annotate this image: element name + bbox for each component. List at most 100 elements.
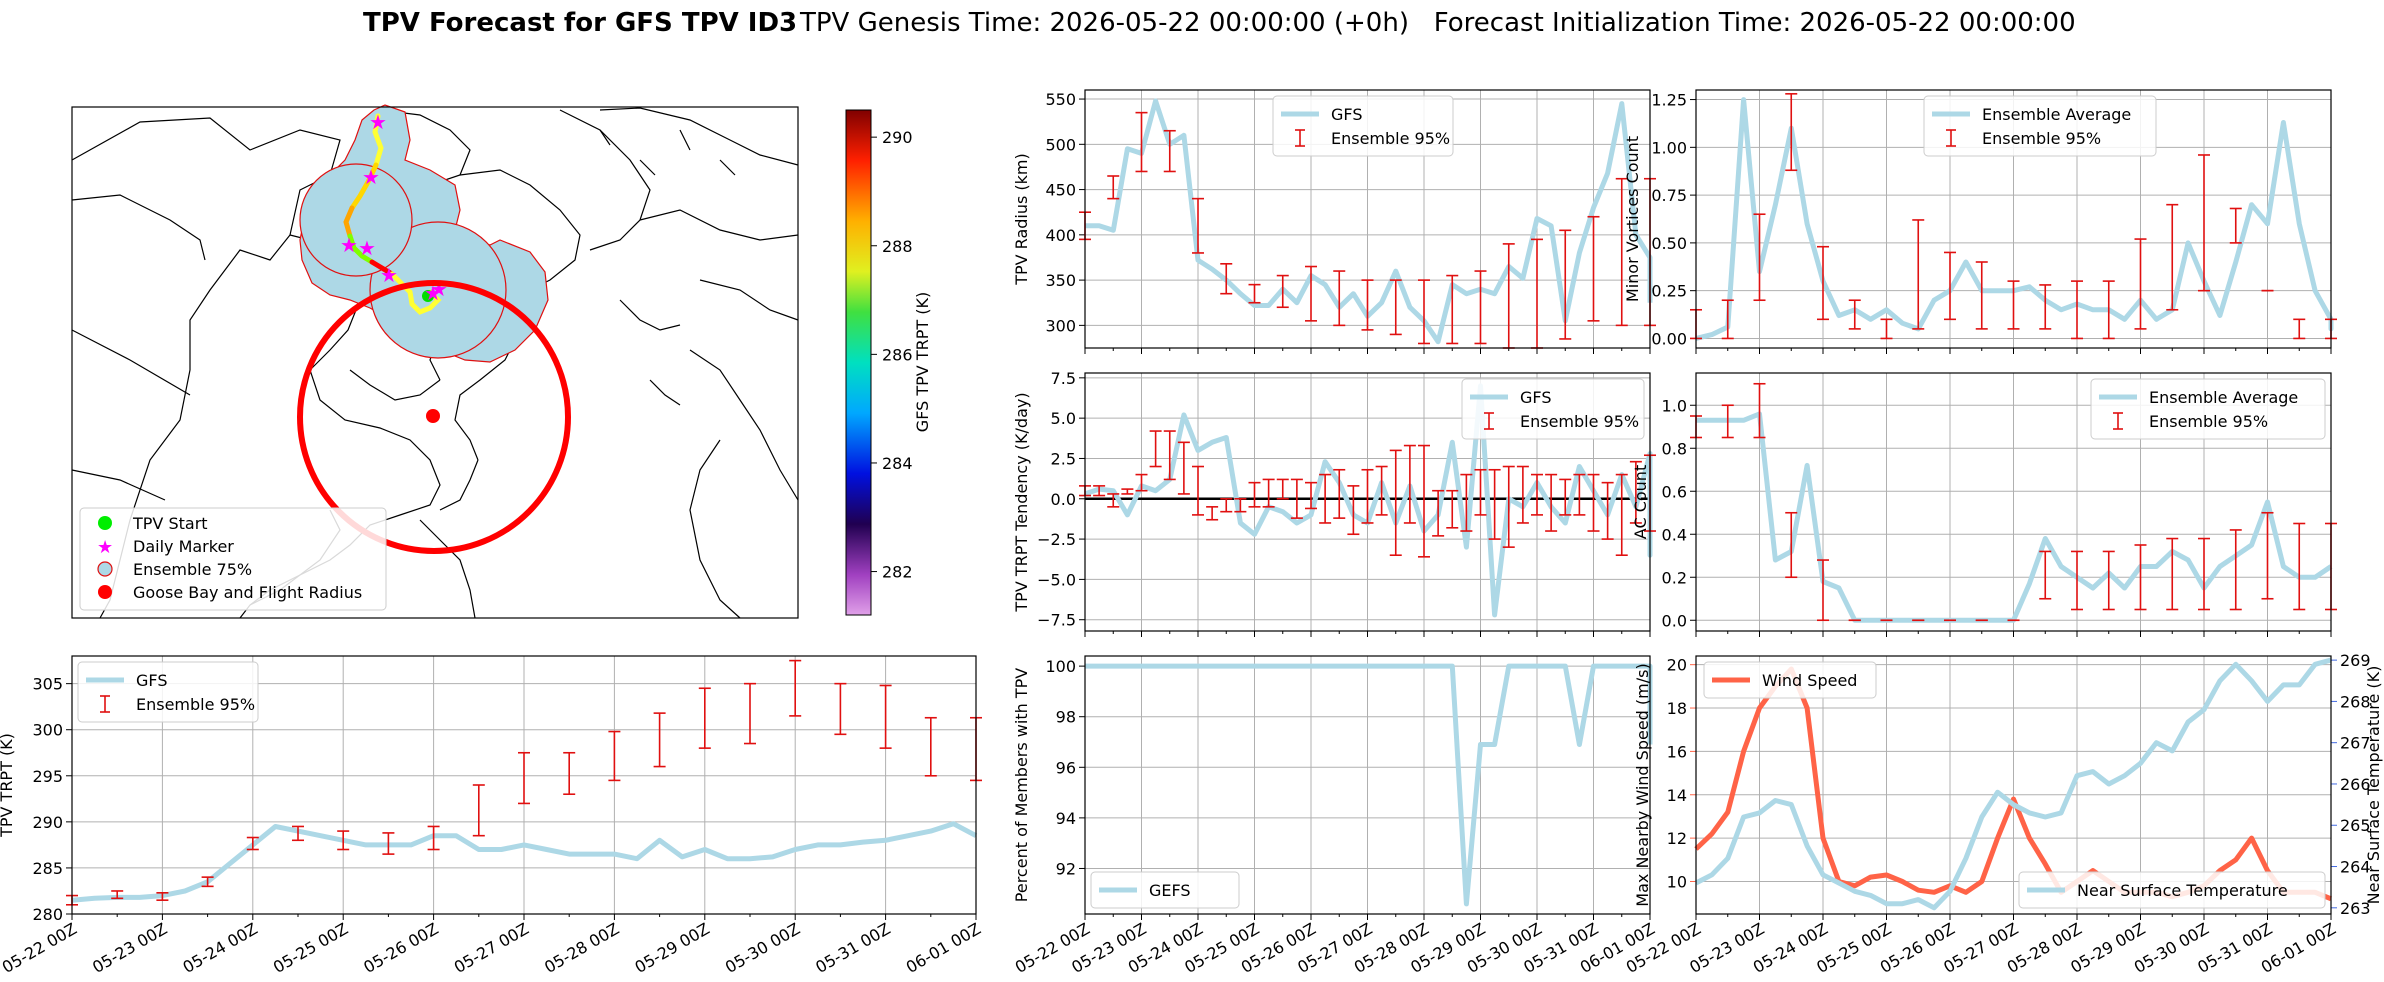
errorbar: [1361, 279, 1374, 331]
legend-label: GFS: [136, 671, 167, 690]
errorbar: [1944, 251, 1956, 321]
y-tick-label: 290: [32, 813, 63, 832]
y-right-tick-label: 265: [2340, 816, 2371, 835]
errorbar: [382, 832, 395, 855]
flight-radius-circle: [297, 280, 571, 554]
errorbar: [1753, 382, 1766, 439]
y-tick-label: 550: [1045, 90, 1076, 109]
y-tick-label: 2.5: [1051, 449, 1076, 468]
errorbar: [518, 751, 530, 805]
y-axis-label: Minor Vortices Count: [1623, 136, 1642, 302]
y-tick-label: 1.0: [1662, 396, 1687, 415]
figure-title-rest: TPV Genesis Time: 2026-05-22 00:00:00 (+…: [799, 8, 2076, 38]
errorbar: [1220, 497, 1233, 513]
errorbar: [1248, 481, 1261, 508]
errorbar: [2039, 550, 2052, 600]
errorbar: [1817, 559, 1829, 622]
errorbar: [2198, 154, 2210, 292]
y-axis-label: TPV Radius (km): [1012, 153, 1031, 286]
y-tick-label: 450: [1045, 181, 1076, 200]
chart-radius: 300 350 400 450 500 550 TPV Radius (km) GFS Ense…: [1012, 89, 1656, 354]
legend: GFS Ensemble 95%: [1272, 95, 1454, 157]
y-tick-label: 0.8: [1662, 439, 1687, 458]
errorbar: [834, 682, 847, 736]
errorbar: [111, 890, 124, 900]
colorbar-label: GFS TPV TRPT (K): [913, 292, 932, 432]
errorbar: [2102, 280, 2115, 340]
errorbar: [2293, 318, 2306, 340]
errorbar: [1389, 279, 1402, 336]
errorbar: [1305, 265, 1317, 322]
errorbar: [698, 687, 711, 749]
errorbar: [1418, 444, 1430, 558]
errorbar: [1460, 473, 1473, 532]
errorbar: [2134, 544, 2147, 611]
y-tick-label: 96: [1056, 758, 1076, 777]
errorbar: [1721, 299, 1734, 340]
y-axis-label: Percent of Members with TPV: [1012, 668, 1031, 902]
errorbar: [2007, 280, 2020, 330]
errorbar: [1531, 473, 1543, 516]
errorbar: [1319, 473, 1332, 524]
y-tick-label: 300: [32, 721, 63, 740]
errorbar: [2166, 537, 2179, 611]
errorbar: [246, 836, 259, 851]
y-axis-label: Max Nearby Wind Speed (m/s): [1633, 663, 1652, 906]
svg-text:★: ★: [424, 281, 442, 305]
series-gfs: [1085, 98, 1653, 345]
y-tick-label: 14: [1667, 786, 1687, 805]
errorbar: [2229, 207, 2242, 244]
x-tick-label: 05-31 00Z: [812, 919, 893, 977]
y-tick-label: 0.4: [1662, 525, 1687, 544]
y-tick-label: 295: [32, 767, 63, 786]
errorbar: [2261, 511, 2274, 600]
legend-label: Near Surface Temperature: [2077, 881, 2288, 900]
errorbar: [2102, 550, 2115, 611]
chart-trpt: 05-22 00Z 05-23 00Z 05-24 00Z 05-25 00Z 05-2…: [0, 655, 984, 977]
legend-label: GFS: [1520, 388, 1551, 407]
errorbar: [1753, 213, 1766, 302]
errorbar: [472, 784, 485, 837]
errorbar: [1107, 493, 1120, 508]
legend-label: Ensemble 95%: [1331, 129, 1450, 148]
y-axis-label: AC Count: [1631, 465, 1650, 539]
colorbar-tick-label: 282: [882, 563, 913, 582]
series-ensemble-average: [1695, 97, 2334, 341]
errorbar: [1347, 485, 1360, 536]
legend: GFS Ensemble 95%: [77, 661, 259, 723]
errorbar: [1220, 263, 1233, 295]
errorbar: [1629, 460, 1642, 524]
errorbar: [2039, 284, 2052, 330]
y-tick-label: 0.75: [1651, 186, 1687, 205]
errorbar: [2229, 529, 2242, 611]
y-tick-label: 350: [1045, 271, 1076, 290]
errorbar: [1163, 129, 1176, 173]
colorbar: 282 284 286 288 290 GFS TPV TRPT (K): [845, 109, 932, 616]
errorbar: [1446, 274, 1459, 345]
errorbar: [1121, 488, 1134, 495]
map-legend: TPV Start ★ Daily Marker Ensemble 75% Go…: [79, 507, 387, 611]
errorbar: [337, 830, 350, 851]
errorbar: [1093, 485, 1106, 497]
x-tick-label: 05-29 00Z: [632, 919, 713, 977]
legend-green-dot-icon: [98, 516, 112, 530]
y-tick-label: 280: [32, 905, 63, 924]
errorbar: [1474, 468, 1487, 516]
errorbar: [563, 751, 576, 796]
y-tick-label: 0.25: [1651, 282, 1687, 301]
colorbar-tick-label: 286: [882, 345, 913, 364]
x-tick-label: 05-24 00Z: [180, 919, 261, 977]
errorbar: [2293, 522, 2306, 611]
errorbar: [1502, 465, 1515, 548]
legend-label: Wind Speed: [1762, 671, 1857, 690]
errorbar: [1912, 219, 1925, 330]
x-tick-label: 06-01 00Z: [903, 919, 984, 977]
chart-ac-count: 0.0 0.2 0.4 0.6 0.8 1.0 AC Count Ensemble Avera…: [1631, 372, 2337, 637]
legend-label: GFS: [1331, 105, 1362, 124]
errorbar: [1432, 489, 1445, 537]
series-near-surface-temperature: [1694, 657, 2332, 911]
y-tick-label: 1.00: [1651, 138, 1687, 157]
errorbar: [1615, 473, 1628, 557]
